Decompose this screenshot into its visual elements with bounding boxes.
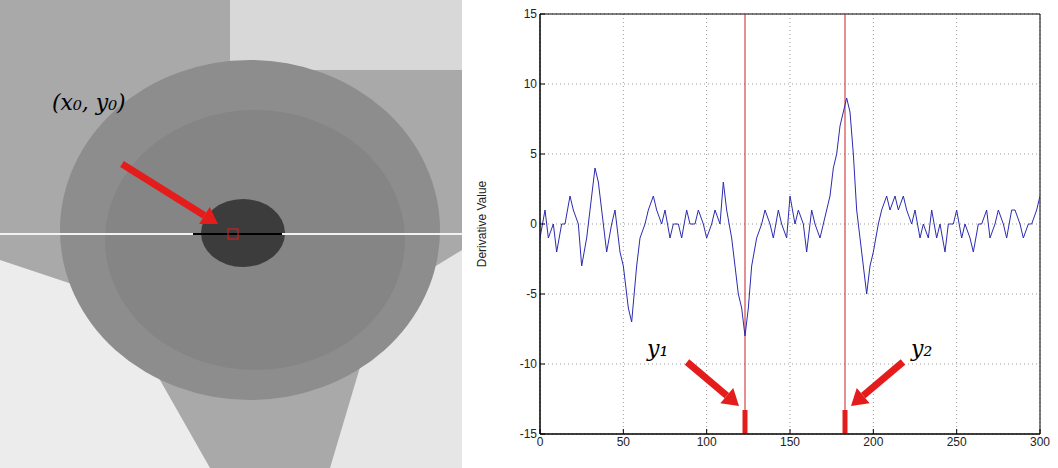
svg-text:150: 150 (780, 435, 800, 449)
svg-text:-10: -10 (520, 357, 538, 371)
svg-text:15: 15 (524, 7, 538, 21)
svg-text:50: 50 (617, 435, 631, 449)
svg-text:250: 250 (947, 435, 967, 449)
svg-text:300: 300 (1030, 435, 1050, 449)
svg-text:200: 200 (863, 435, 883, 449)
svg-text:-15: -15 (520, 427, 538, 441)
svg-text:0: 0 (537, 435, 544, 449)
svg-text:10: 10 (524, 77, 538, 91)
svg-text:y₂: y₂ (910, 336, 932, 361)
svg-text:Derivative Value: Derivative Value (475, 180, 489, 267)
svg-text:5: 5 (530, 147, 537, 161)
svg-text:100: 100 (697, 435, 717, 449)
svg-text:y₁: y₁ (646, 336, 668, 361)
svg-text:-5: -5 (526, 287, 537, 301)
svg-text:(x₀, y₀): (x₀, y₀) (52, 90, 126, 115)
svg-text:0: 0 (530, 217, 537, 231)
